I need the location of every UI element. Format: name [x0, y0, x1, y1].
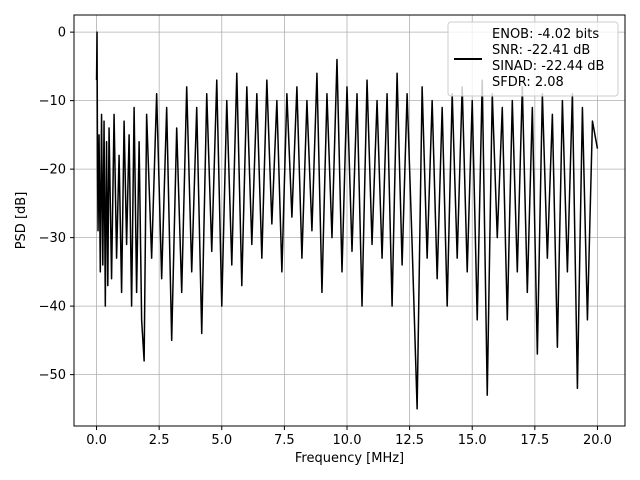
- legend-sfdr: SFDR: 2.08: [492, 75, 564, 90]
- legend-enob: ENOB: -4.02 bits: [492, 27, 599, 42]
- y-tick-label: −40: [39, 300, 66, 315]
- x-tick-label: 15.0: [458, 433, 487, 448]
- x-tick-label: 10.0: [333, 433, 362, 448]
- y-tick-label: −30: [39, 231, 66, 246]
- y-axis-label: PSD [dB]: [14, 192, 29, 250]
- x-tick-label: 7.5: [274, 433, 295, 448]
- legend-sinad: SINAD: -22.44 dB: [492, 59, 604, 74]
- y-tick-label: −20: [39, 163, 66, 178]
- plot-frame: [73, 14, 626, 427]
- legend-box: [447, 21, 619, 97]
- legend-snr: SNR: -22.41 dB: [492, 43, 590, 58]
- psd-series-line: [95, 31, 599, 410]
- x-tick-label: 5.0: [211, 433, 232, 448]
- y-tick-label: −50: [39, 368, 66, 383]
- x-tick-label: 12.5: [395, 433, 424, 448]
- x-tick-label: 20.0: [583, 433, 612, 448]
- y-tick-label: −10: [39, 94, 66, 109]
- x-tick-label: 2.5: [149, 433, 170, 448]
- x-tick-label: 17.5: [520, 433, 549, 448]
- ticks: 0.0 2.5 5.0 7.5 10.0 12.5 15.0 17.5 20.0 0 −10 −20 −…: [39, 26, 612, 448]
- y-tick-label: 0: [58, 26, 66, 41]
- series-group: [95, 31, 599, 410]
- x-tick-label: 0.0: [86, 433, 107, 448]
- legend: ENOB: -4.02 bits SNR: -22.41 dB SINAD: -…: [447, 21, 619, 97]
- x-axis-label: Frequency [MHz]: [295, 451, 404, 466]
